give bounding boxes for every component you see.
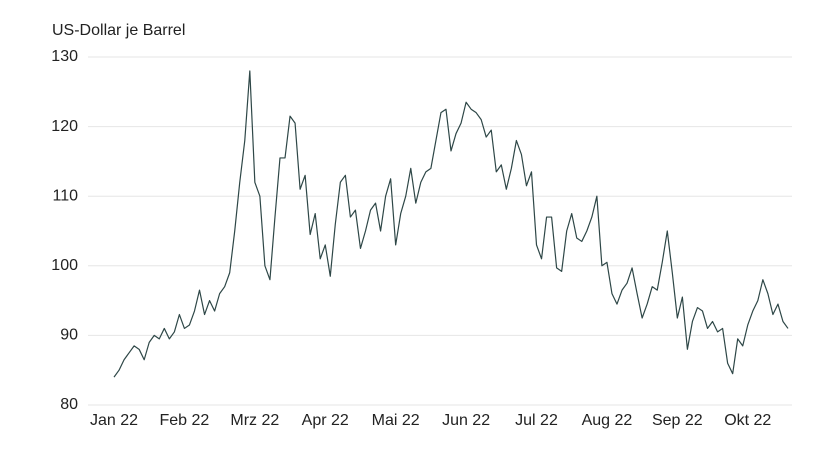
x-tick-label: Jun 22 [442,412,490,429]
x-tick-label: Aug 22 [582,412,633,429]
axis-title: US-Dollar je Barrel [52,22,185,39]
x-tick-label: Jul 22 [515,412,558,429]
x-tick-label: Jan 22 [90,412,138,429]
x-tick-label: Apr 22 [302,412,349,429]
price-line [113,70,789,378]
x-tick-label: Feb 22 [160,412,210,429]
y-tick-label: 120 [51,118,78,135]
y-tick-label: 90 [60,327,78,344]
y-tick-label: 130 [51,48,78,65]
x-tick-label: Mrz 22 [230,412,279,429]
y-tick-label: 110 [52,187,78,204]
x-tick-label: Sep 22 [652,412,703,429]
y-tick-label: 80 [60,396,78,413]
x-tick-label: Mai 22 [372,412,420,429]
x-tick-label: Okt 22 [724,412,771,429]
y-tick-label: 100 [51,257,78,274]
